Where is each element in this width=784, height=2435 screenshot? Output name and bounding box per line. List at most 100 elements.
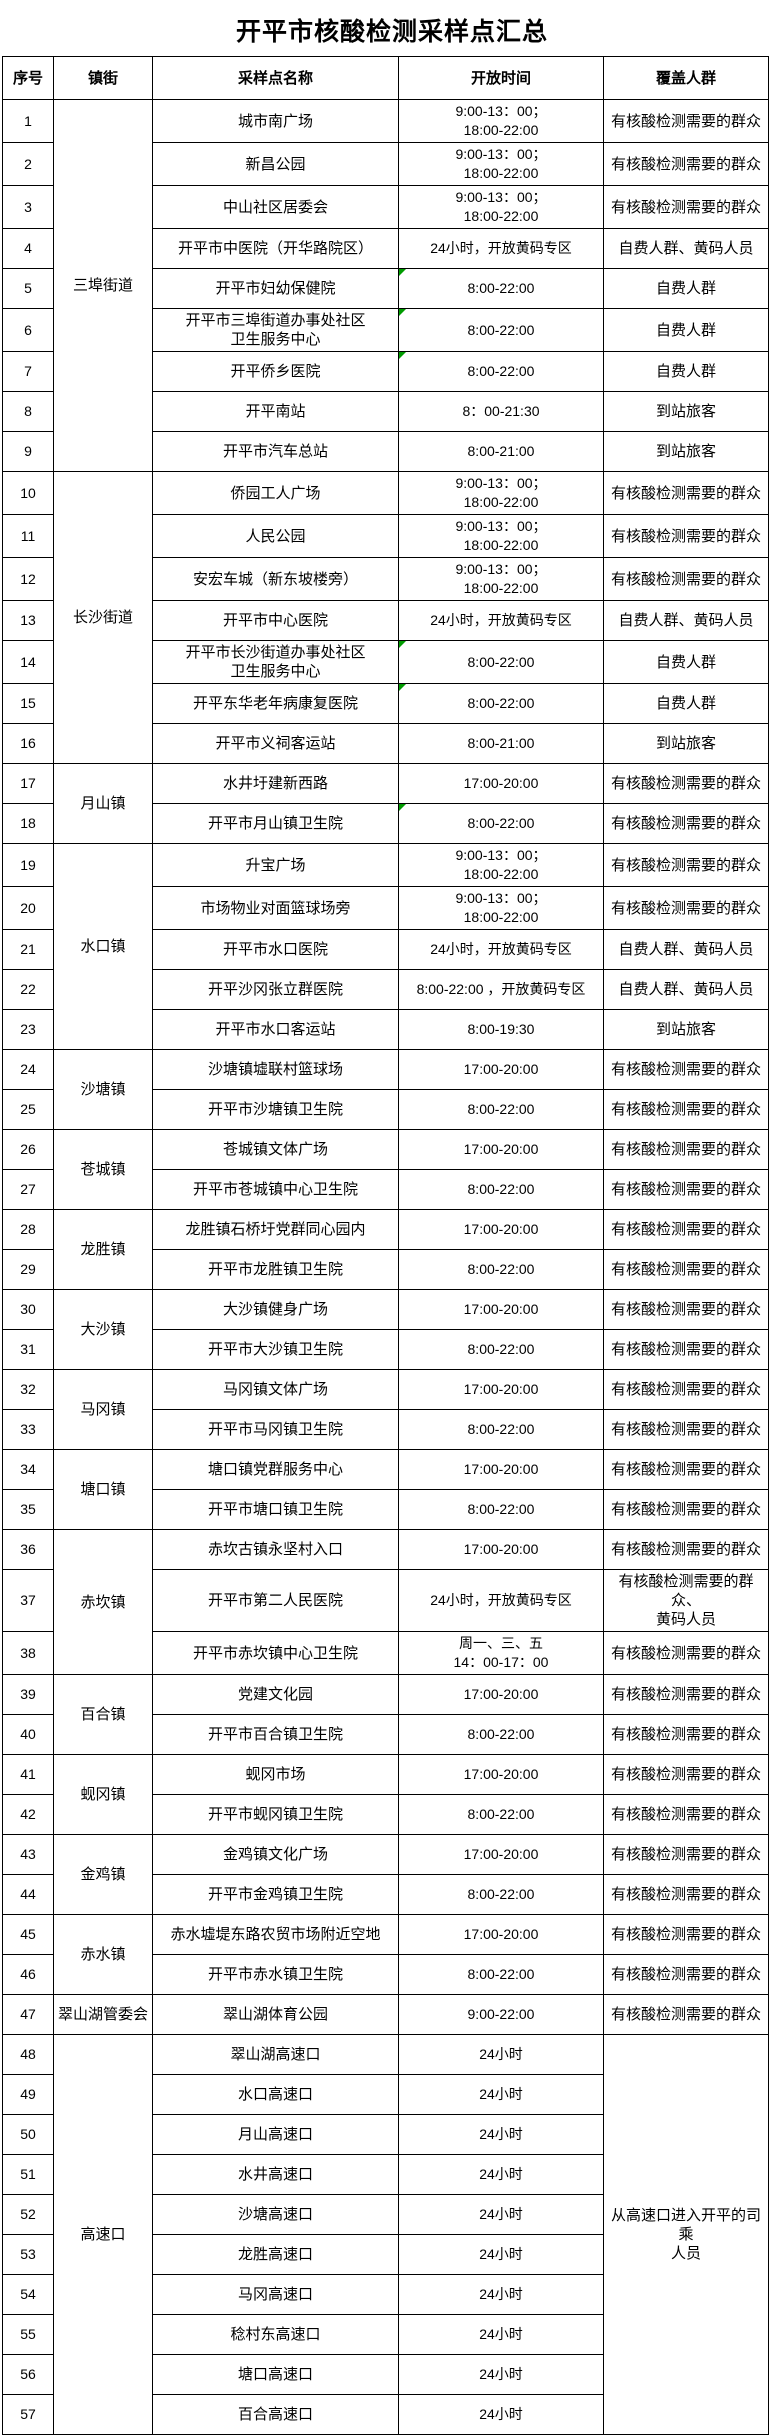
table-row: 39 百合镇 党建文化园 17:00-20:00 有核酸检测需要的群众 xyxy=(2,1674,769,1755)
cell-open-time: 9:00-13：00； 18:00-22:00 xyxy=(398,185,604,229)
table-row: 24 沙塘镇 沙塘镇墟联村篮球场 17:00-20:00 有核酸检测需要的群众 xyxy=(2,1049,769,1130)
cell-site-name: 开平市塘口镇卫生院 xyxy=(152,1489,399,1530)
cell-coverage: 从高速口进入开平的司乘 人员 xyxy=(603,2034,769,2435)
cell-index: 8 xyxy=(2,391,54,432)
table-row: 47 翠山湖管委会 翠山湖体育公园 9:00-22:00 有核酸检测需要的群众 xyxy=(2,1994,769,2035)
cell-site-name: 赤水墟堤东路农贸市场附近空地 xyxy=(152,1914,399,1955)
cell-coverage: 有核酸检测需要的群众 xyxy=(603,803,769,844)
cell-coverage: 有核酸检测需要的群众 xyxy=(603,514,769,558)
cell-index: 54 xyxy=(2,2274,54,2315)
cell-index: 26 xyxy=(2,1129,54,1170)
cell-coverage: 有核酸检测需要的群众 xyxy=(603,1529,769,1570)
cell-index: 24 xyxy=(2,1049,54,1090)
table-row: 15 开平东华老年病康复医院 8:00-22:00 自费人群 xyxy=(2,683,769,724)
cell-town-group: 大沙镇 xyxy=(53,1289,153,1370)
cell-index: 10 xyxy=(2,471,54,515)
table-row: 21 开平市水口医院 24小时，开放黄码专区 自费人群、黄码人员 xyxy=(2,929,769,970)
cell-index: 20 xyxy=(2,886,54,930)
table-row: 44 开平市金鸡镇卫生院 8:00-22:00 有核酸检测需要的群众 xyxy=(2,1874,769,1915)
cell-site-name: 塘口高速口 xyxy=(152,2354,399,2395)
cell-town-group: 三埠街道 xyxy=(53,99,153,472)
cell-open-time: 9:00-13：00； 18:00-22:00 xyxy=(398,514,604,558)
cell-site-name: 沙塘镇墟联村篮球场 xyxy=(152,1049,399,1090)
cell-open-time: 8:00-22:00 xyxy=(398,1714,604,1755)
cell-site-name: 塘口镇党群服务中心 xyxy=(152,1449,399,1490)
green-corner-marker xyxy=(399,269,406,276)
cell-open-time: 17:00-20:00 xyxy=(398,1914,604,1955)
table-body: 1 三埠街道 城市南广场 9:00-13：00； 18:00-22:00 有核酸检测需要… xyxy=(2,99,769,2435)
cell-open-time: 9:00-13：00； 18:00-22:00 xyxy=(398,886,604,930)
cell-open-time: 17:00-20:00 xyxy=(398,1289,604,1330)
cell-site-name: 龙胜高速口 xyxy=(152,2234,399,2275)
table-row: 28 龙胜镇 龙胜镇石桥圩党群同心园内 17:00-20:00 有核酸检测需要的群众 xyxy=(2,1209,769,1290)
cell-site-name: 月山高速口 xyxy=(152,2114,399,2155)
cell-index: 41 xyxy=(2,1754,54,1795)
cell-open-time: 17:00-20:00 xyxy=(398,1529,604,1570)
cell-open-time: 8:00-22:00 xyxy=(398,1874,604,1915)
cell-open-time: 8:00-22:00 xyxy=(398,1329,604,1370)
cell-site-name: 大沙镇健身广场 xyxy=(152,1289,399,1330)
cell-site-name: 开平市苍城镇中心卫生院 xyxy=(152,1169,399,1210)
cell-open-time: 8:00-22:00 xyxy=(398,803,604,844)
table-row: 14 开平市长沙街道办事处社区 卫生服务中心 8:00-22:00 自费人群 xyxy=(2,640,769,684)
cell-coverage: 有核酸检测需要的群众 xyxy=(603,185,769,229)
table-row: 22 开平沙冈张立群医院 8:00-22:00 ，开放黄码专区 自费人群、黄码人员 xyxy=(2,969,769,1010)
cell-site-name: 开平市义祠客运站 xyxy=(152,723,399,764)
cell-site-name: 金鸡镇文化广场 xyxy=(152,1834,399,1875)
table-row: 31 开平市大沙镇卫生院 8:00-22:00 有核酸检测需要的群众 xyxy=(2,1329,769,1370)
column-header-town: 镇街 xyxy=(53,56,153,100)
cell-open-time: 9:00-22:00 xyxy=(398,1994,604,2035)
table-row: 1 三埠街道 城市南广场 9:00-13：00； 18:00-22:00 有核酸检测需要… xyxy=(2,99,769,472)
cell-site-name: 人民公园 xyxy=(152,514,399,558)
cell-coverage: 到站旅客 xyxy=(603,391,769,432)
cell-site-name: 水井圩建新西路 xyxy=(152,763,399,804)
cell-open-time: 24小时 xyxy=(398,2314,604,2355)
cell-open-time: 24小时 xyxy=(398,2394,604,2435)
cell-site-name: 侨园工人广场 xyxy=(152,471,399,515)
cell-open-time: 8:00-22:00 xyxy=(398,1249,604,1290)
cell-open-time: 17:00-20:00 xyxy=(398,763,604,804)
table-row: 42 开平市蚬冈镇卫生院 8:00-22:00 有核酸检测需要的群众 xyxy=(2,1794,769,1835)
table-row: 48 高速口 翠山湖高速口 24小时 从高速口进入开平的司乘 人员 xyxy=(2,2034,769,2435)
table-row: 32 马冈镇 马冈镇文体广场 17:00-20:00 有核酸检测需要的群众 xyxy=(2,1369,769,1450)
cell-index: 23 xyxy=(2,1009,54,1050)
table-row: 38 开平市赤坎镇中心卫生院 周一、三、五 14：00-17：00 有核酸检测需要的群… xyxy=(2,1631,769,1675)
page-title: 开平市核酸检测采样点汇总 xyxy=(235,18,548,46)
cell-site-name: 开平市龙胜镇卫生院 xyxy=(152,1249,399,1290)
cell-coverage: 有核酸检测需要的群众 xyxy=(603,557,769,601)
cell-coverage: 有核酸检测需要的群众 xyxy=(603,843,769,887)
table-row: 26 苍城镇 苍城镇文体广场 17:00-20:00 有核酸检测需要的群众 xyxy=(2,1129,769,1210)
cell-open-time: 17:00-20:00 xyxy=(398,1209,604,1250)
cell-site-name: 苍城镇文体广场 xyxy=(152,1129,399,1170)
cell-index: 16 xyxy=(2,723,54,764)
cell-town-group: 沙塘镇 xyxy=(53,1049,153,1130)
cell-site-name: 开平侨乡医院 xyxy=(152,351,399,392)
cell-coverage: 有核酸检测需要的群众 xyxy=(603,1489,769,1530)
table-row: 9 开平市汽车总站 8:00-21:00 到站旅客 xyxy=(2,431,769,472)
table-row: 23 开平市水口客运站 8:00-19:30 到站旅客 xyxy=(2,1009,769,1050)
cell-open-time: 17:00-20:00 xyxy=(398,1834,604,1875)
cell-coverage: 有核酸检测需要的群众 xyxy=(603,1674,769,1715)
cell-index: 5 xyxy=(2,268,54,309)
table-row: 35 开平市塘口镇卫生院 8:00-22:00 有核酸检测需要的群众 xyxy=(2,1489,769,1530)
green-corner-marker xyxy=(399,352,406,359)
table-row: 43 金鸡镇 金鸡镇文化广场 17:00-20:00 有核酸检测需要的群众 xyxy=(2,1834,769,1915)
cell-coverage: 有核酸检测需要的群众 xyxy=(603,1714,769,1755)
cell-index: 34 xyxy=(2,1449,54,1490)
cell-index: 33 xyxy=(2,1409,54,1450)
cell-index: 7 xyxy=(2,351,54,392)
cell-open-time: 8:00-22:00 xyxy=(398,1089,604,1130)
cell-index: 40 xyxy=(2,1714,54,1755)
cell-town-group: 长沙街道 xyxy=(53,471,153,764)
cell-site-name: 开平市月山镇卫生院 xyxy=(152,803,399,844)
table-row: 36 赤坎镇 赤坎古镇永坚村入口 17:00-20:00 有核酸检测需要的群众 xyxy=(2,1529,769,1675)
cell-town-group: 马冈镇 xyxy=(53,1369,153,1450)
table-row: 19 水口镇 升宝广场 9:00-13：00； 18:00-22:00 有核酸检测需要的… xyxy=(2,843,769,1050)
cell-coverage: 到站旅客 xyxy=(603,723,769,764)
cell-index: 6 xyxy=(2,308,54,352)
table-row: 17 月山镇 水井圩建新西路 17:00-20:00 有核酸检测需要的群众 xyxy=(2,763,769,844)
cell-open-time: 24小时，开放黄码专区 xyxy=(398,228,604,269)
cell-open-time: 8:00-22:00 xyxy=(398,268,604,309)
table-row: 40 开平市百合镇卫生院 8:00-22:00 有核酸检测需要的群众 xyxy=(2,1714,769,1755)
cell-site-name: 开平东华老年病康复医院 xyxy=(152,683,399,724)
